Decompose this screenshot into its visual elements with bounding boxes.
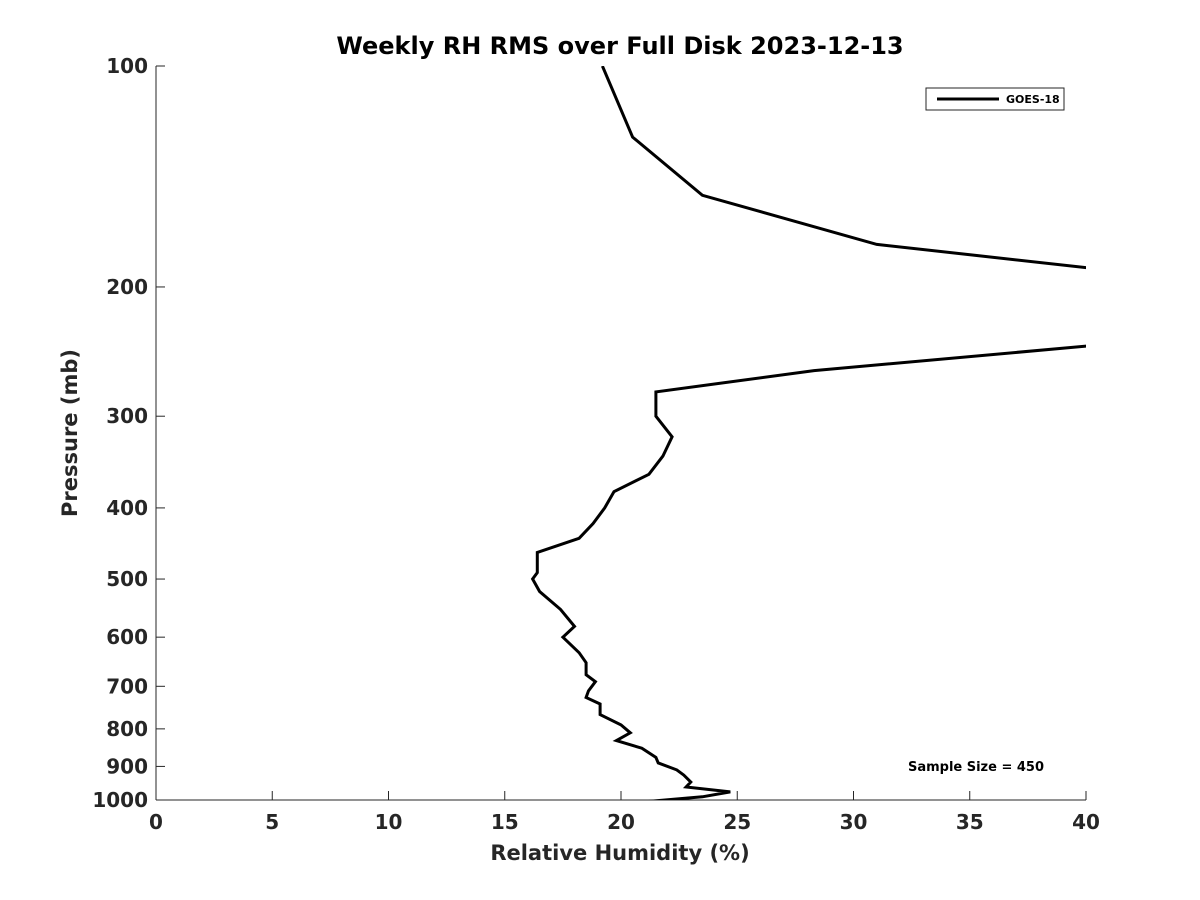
x-axis-label: Relative Humidity (%)	[490, 841, 749, 865]
chart-title: Weekly RH RMS over Full Disk 2023-12-13	[336, 32, 903, 60]
x-tick-label: 5	[265, 810, 279, 834]
series-layer	[530, 66, 1086, 800]
y-tick-label: 100	[106, 54, 148, 78]
y-tick-label: 700	[106, 674, 148, 698]
y-tick-label: 200	[106, 275, 148, 299]
series-line-goes-18-segment-2	[530, 344, 1086, 800]
series-line-goes-18-segment-1	[601, 66, 1086, 270]
y-tick-label: 600	[106, 625, 148, 649]
y-tick-group: 100 200 300 400 500 600 700 800 900 1000	[92, 54, 165, 812]
x-tick-label: 40	[1072, 810, 1100, 834]
legend-label-goes-18: GOES-18	[1006, 93, 1060, 106]
x-tick-label: 20	[607, 810, 635, 834]
sample-size-annotation: Sample Size = 450	[908, 760, 1044, 775]
y-tick-label: 1000	[92, 788, 148, 812]
y-tick-label: 900	[106, 754, 148, 778]
x-tick-label: 0	[149, 810, 163, 834]
x-tick-group: 0 5 10 15 20 25 30 35 40	[149, 791, 1100, 834]
x-tick-label: 15	[491, 810, 519, 834]
y-tick-label: 300	[106, 404, 148, 428]
x-tick-label: 25	[723, 810, 751, 834]
y-axis-label: Pressure (mb)	[58, 349, 82, 517]
y-tick-label: 400	[106, 496, 148, 520]
y-tick-label: 500	[106, 567, 148, 591]
x-tick-label: 10	[375, 810, 403, 834]
x-tick-label: 30	[840, 810, 868, 834]
x-tick-label: 35	[956, 810, 984, 834]
legend: GOES-18	[925, 87, 1065, 111]
axes	[155, 66, 1086, 801]
y-tick-label: 800	[106, 717, 148, 741]
